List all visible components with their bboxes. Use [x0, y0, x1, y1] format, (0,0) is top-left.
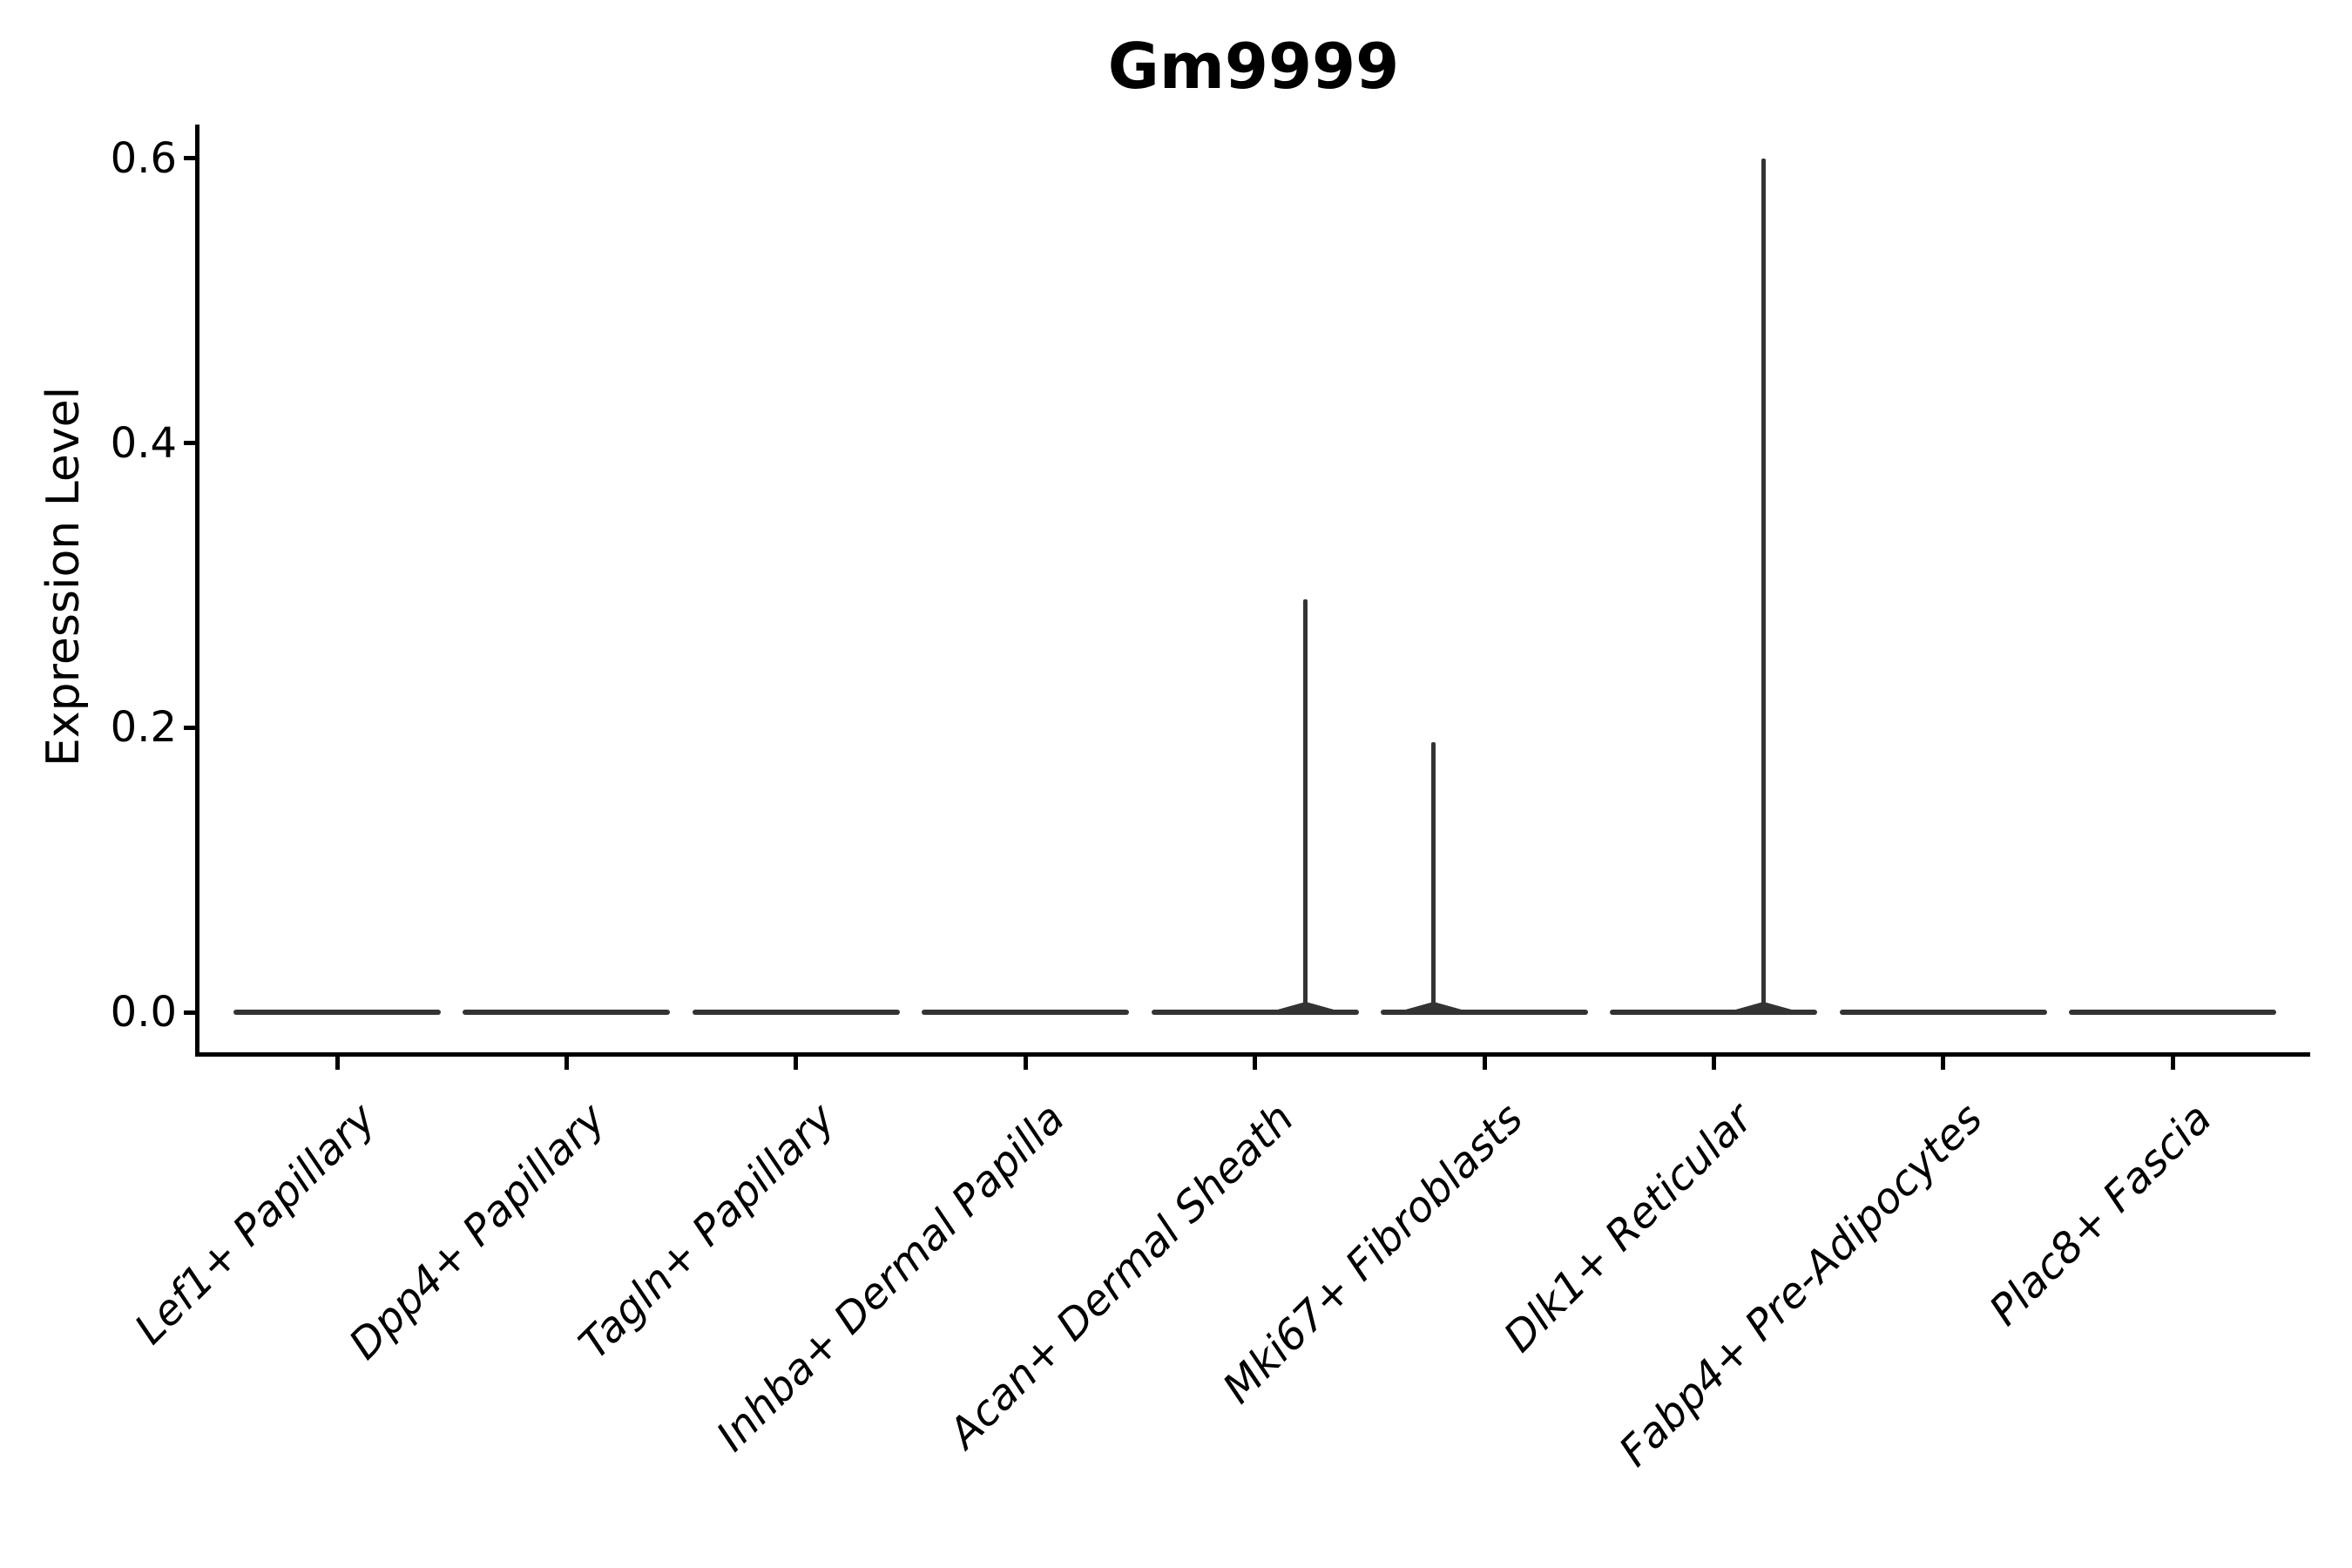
violin-body: [1381, 1010, 1588, 1015]
violin-body: [692, 1010, 900, 1015]
y-tick-label: 0.2: [110, 703, 177, 753]
x-tick-label: Dlk1+ Reticular: [1494, 1093, 1762, 1362]
violin-spike: [1761, 158, 1767, 1014]
y-tick-mark: [184, 441, 198, 446]
violin-body: [463, 1010, 671, 1015]
x-tick-label: Dpp4+ Papillary: [340, 1093, 615, 1369]
y-tick-label: 0.0: [110, 988, 177, 1037]
x-tick-mark: [1023, 1057, 1028, 1070]
y-tick-label: 0.6: [110, 133, 177, 183]
x-axis-spine: [195, 1052, 2310, 1057]
violin-spike: [1431, 741, 1436, 1014]
y-tick-mark: [184, 725, 198, 730]
x-tick-mark: [794, 1057, 799, 1070]
violin-body: [233, 1010, 441, 1015]
chart-title: Gm9999: [1107, 30, 1400, 103]
y-tick-mark: [184, 1010, 198, 1015]
violin-body: [1839, 1010, 2047, 1015]
y-tick-label: 0.4: [110, 418, 177, 468]
x-tick-mark: [335, 1057, 340, 1070]
x-tick-mark: [2170, 1057, 2175, 1070]
violin-body: [2069, 1010, 2277, 1015]
x-tick-mark: [564, 1057, 569, 1070]
x-tick-mark: [1941, 1057, 1946, 1070]
violin-body: [1610, 1010, 1818, 1015]
x-tick-mark: [1482, 1057, 1487, 1070]
x-tick-label: Lef1+ Papillary: [125, 1093, 386, 1354]
violin-body: [1151, 1010, 1359, 1015]
violin-body: [922, 1010, 1130, 1015]
y-tick-mark: [184, 156, 198, 161]
y-axis-spine: [195, 125, 199, 1057]
x-tick-label: Plac8+ Fascia: [1980, 1093, 2221, 1335]
x-tick-mark: [1253, 1057, 1258, 1070]
x-tick-label: Tagln+ Papillary: [570, 1093, 845, 1369]
x-tick-mark: [1711, 1057, 1716, 1070]
violin-spike: [1303, 599, 1308, 1014]
